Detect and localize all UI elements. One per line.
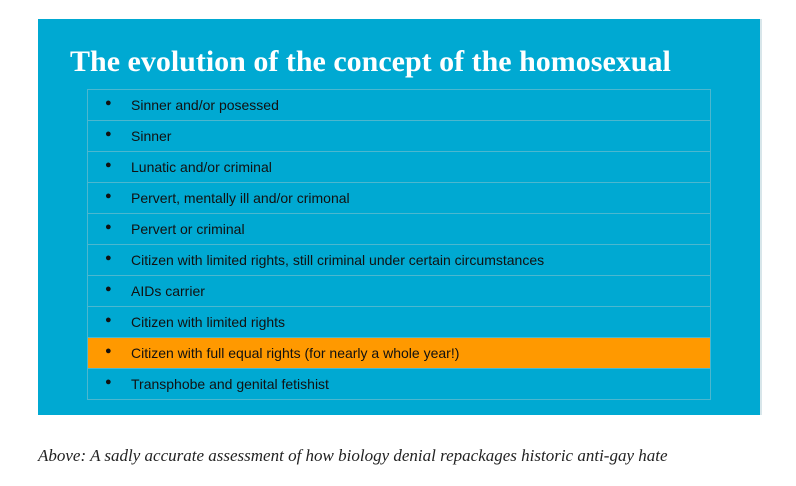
item-text: Pervert, mentally ill and/or crimonal (131, 190, 350, 206)
item-text: Sinner (131, 128, 172, 144)
caption: Above: A sadly accurate assessment of ho… (38, 446, 668, 465)
list-row: ● Pervert or criminal (87, 214, 711, 245)
item-text: Sinner and/or posessed (131, 97, 279, 113)
list-row: ● Citizen with limited rights, still crim… (87, 245, 711, 276)
list-row: ● AIDs carrier (87, 276, 711, 307)
bullet: ● (105, 252, 112, 264)
list-row: ● Transphobe and genital fetishist (87, 369, 711, 400)
bullet: ● (105, 190, 112, 202)
list-row: ● Citizen with limited rights (87, 307, 711, 338)
item-list: ● Sinner and/or posessed ● Sinner ● Lunatic a… (87, 89, 711, 400)
item-text: AIDs carrier (131, 283, 205, 299)
bullet: ● (105, 221, 112, 233)
slide-title: The evolution of the concept of the homo… (70, 45, 671, 78)
bullet: ● (105, 376, 112, 388)
item-text: Lunatic and/or criminal (131, 159, 272, 175)
bullet: ● (105, 345, 112, 357)
list-row: ● Pervert, mentally ill and/or crimonal (87, 183, 711, 214)
list-row: ● Lunatic and/or criminal (87, 152, 711, 183)
item-text: Pervert or criminal (131, 221, 245, 237)
bullet: ● (105, 128, 112, 140)
bullet: ● (105, 283, 112, 295)
slide: The evolution of the concept of the homo… (38, 19, 760, 415)
item-text: Transphobe and genital fetishist (131, 376, 329, 392)
bullet: ● (105, 159, 112, 171)
list-row: ● Sinner and/or posessed (87, 90, 711, 121)
item-text: Citizen with limited rights, still crimi… (131, 252, 545, 268)
bullet: ● (105, 314, 112, 326)
item-text: Citizen with limited rights (131, 314, 286, 330)
item-text: Citizen with full equal rights (for near… (131, 345, 460, 361)
list-row: ● Sinner (87, 121, 711, 152)
list-row: ● Citizen with full equal rights (for nea… (87, 338, 711, 369)
bullet: ● (105, 97, 112, 109)
